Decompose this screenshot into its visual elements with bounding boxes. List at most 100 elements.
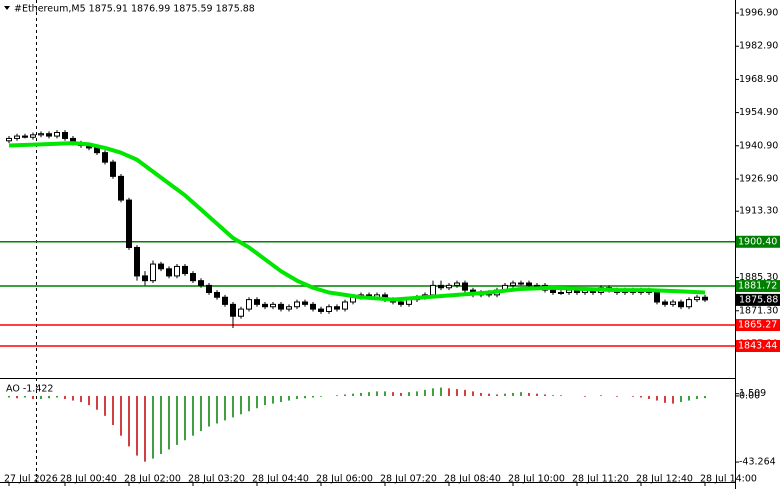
- x-tick-label: 28 Jul 04:40: [252, 474, 309, 485]
- x-tick-label: 27 Jul 2026: [4, 474, 58, 485]
- candle-body: [182, 265, 188, 275]
- candle-body: [318, 308, 324, 312]
- y-tick-label: 1885.30: [739, 272, 778, 283]
- candle-body: [438, 284, 444, 289]
- y-tick-label: 1940.90: [739, 140, 778, 151]
- candle-body: [230, 303, 236, 317]
- symbol-icon: [4, 6, 10, 10]
- candle-body: [334, 306, 340, 310]
- candle-body: [526, 282, 532, 286]
- ao-tick-label: 1.509: [739, 388, 766, 399]
- candle-body: [126, 199, 132, 248]
- candle-body: [686, 299, 692, 308]
- price-label-box: [736, 293, 780, 306]
- candle-body: [398, 301, 404, 305]
- candle-body: [654, 292, 660, 303]
- level-label: 1865.27: [738, 320, 777, 331]
- candle-body: [142, 275, 148, 282]
- x-tick-label: 28 Jul 00:40: [60, 474, 117, 485]
- moving-average: [8, 141, 706, 302]
- candle-body: [246, 299, 252, 310]
- candle-body: [190, 273, 196, 282]
- y-tick-label: 1954.90: [739, 107, 778, 118]
- candle-body: [462, 282, 468, 291]
- candle-body: [278, 303, 284, 310]
- levels: 1900.40 1881.72 1865.27 1843.44: [0, 235, 780, 352]
- candle-body: [102, 152, 108, 163]
- candle-body: [294, 301, 300, 308]
- level-label: 1881.72: [738, 281, 777, 292]
- candle-body: [150, 263, 156, 282]
- x-tick-label: 28 Jul 03:20: [188, 474, 245, 485]
- candle-body: [118, 175, 124, 201]
- candle-body: [166, 268, 172, 277]
- candle-body: [254, 299, 260, 305]
- candle-body: [454, 282, 460, 286]
- candle-body: [510, 282, 516, 286]
- candle-body: [534, 284, 540, 287]
- candle-body: [222, 296, 228, 305]
- candle-body: [206, 284, 212, 294]
- candle-body: [342, 301, 348, 310]
- candle-body: [134, 246, 140, 277]
- candle-body: [198, 280, 204, 286]
- x-tick-label: 28 Jul 07:20: [380, 474, 437, 485]
- candle-body: [430, 284, 436, 296]
- y-tick-label: 1968.90: [739, 74, 778, 85]
- candle-body: [94, 147, 100, 154]
- candle-body: [22, 135, 28, 138]
- ao-title: AO -1.422: [6, 384, 53, 395]
- candle-body: [214, 292, 220, 298]
- level-label: 1900.40: [738, 236, 777, 247]
- candle-body: [286, 306, 292, 310]
- candle-body: [54, 132, 60, 137]
- y-tick-label: 1871.30: [739, 305, 778, 316]
- candle-body: [662, 301, 668, 305]
- y-tick-label: 1926.90: [739, 173, 778, 184]
- candle-body: [302, 301, 308, 305]
- ao-tick-label: 0.00: [739, 390, 760, 401]
- candle-body: [566, 289, 572, 294]
- candle-body: [14, 135, 20, 139]
- candle-body: [270, 303, 276, 308]
- candle-body: [694, 296, 700, 301]
- x-tick-label: 28 Jul 14:00: [700, 474, 757, 485]
- candle-body: [38, 133, 44, 136]
- level-label-box: [736, 235, 780, 248]
- candle-body: [174, 265, 180, 277]
- y-tick-label: 1982.90: [739, 41, 778, 52]
- chart-title: #Ethereum,M5 1875.91 1876.99 1875.59 187…: [14, 4, 255, 15]
- x-tick-label: 28 Jul 12:40: [636, 474, 693, 485]
- candle-body: [670, 301, 676, 305]
- candle-body: [558, 292, 564, 295]
- candle-body: [110, 161, 116, 177]
- candle-body: [62, 132, 68, 139]
- level-label-box: [736, 280, 780, 293]
- candle-body: [550, 289, 556, 294]
- candle-body: [678, 301, 684, 308]
- x-tick-label: 28 Jul 06:00: [316, 474, 373, 485]
- candle-body: [6, 137, 12, 142]
- level-label-box: [736, 319, 780, 332]
- level-label-box: [736, 340, 780, 352]
- y-tick-label: 1996.90: [739, 8, 778, 19]
- x-tick-label: 28 Jul 10:00: [508, 474, 565, 485]
- candle-body: [262, 303, 268, 308]
- x-tick-label: 28 Jul 11:20: [572, 474, 629, 485]
- x-tick-label: 28 Jul 02:00: [124, 474, 181, 485]
- y-tick-label: 1913.30: [739, 206, 778, 217]
- candle-body: [158, 263, 164, 270]
- candle-body: [326, 306, 332, 312]
- level-label: 1843.44: [738, 341, 777, 352]
- candle-body: [238, 308, 244, 317]
- candle-body: [46, 133, 52, 137]
- candle-body: [518, 282, 524, 285]
- candle-body: [310, 303, 316, 310]
- candle-body: [30, 134, 36, 138]
- ao-tick-label: -43.264: [739, 457, 776, 468]
- candle-body: [702, 296, 708, 301]
- x-tick-label: 28 Jul 08:40: [444, 474, 501, 485]
- price-label: 1875.88: [739, 294, 778, 305]
